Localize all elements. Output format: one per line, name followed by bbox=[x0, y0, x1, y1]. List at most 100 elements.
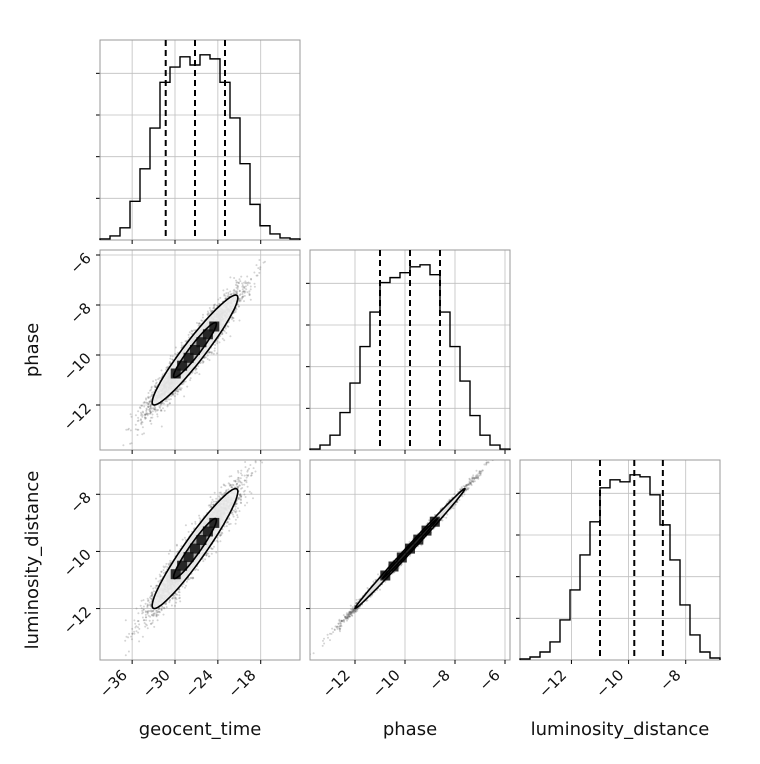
sample-point bbox=[222, 289, 224, 291]
sample-point bbox=[188, 334, 190, 336]
sample-point bbox=[181, 342, 183, 344]
sample-point bbox=[257, 267, 259, 269]
sample-point bbox=[137, 626, 139, 628]
sample-point bbox=[138, 640, 140, 642]
sample-point bbox=[150, 623, 152, 625]
sample-point bbox=[137, 434, 139, 436]
sample-point bbox=[236, 292, 238, 294]
sample-point bbox=[148, 392, 150, 394]
sample-point bbox=[169, 403, 171, 405]
sample-point bbox=[209, 309, 211, 311]
sample-point bbox=[166, 606, 168, 608]
sample-point bbox=[152, 380, 154, 382]
sample-point bbox=[140, 605, 142, 607]
sample-point bbox=[202, 314, 204, 316]
sample-point bbox=[196, 372, 198, 374]
sample-point bbox=[249, 282, 251, 284]
sample-point bbox=[219, 341, 221, 343]
sample-point bbox=[259, 266, 261, 268]
sample-point bbox=[142, 421, 144, 423]
sample-point bbox=[155, 409, 157, 411]
sample-point bbox=[244, 295, 246, 297]
sample-point bbox=[240, 276, 242, 278]
sample-point bbox=[235, 280, 237, 282]
sample-point bbox=[249, 294, 251, 296]
sample-point bbox=[222, 338, 224, 340]
sample-point bbox=[148, 403, 150, 405]
sample-point bbox=[247, 284, 249, 286]
sample-point bbox=[151, 392, 153, 394]
sample-point bbox=[202, 317, 204, 319]
sample-point bbox=[156, 382, 158, 384]
sample-point bbox=[235, 519, 237, 521]
sample-point bbox=[131, 628, 133, 630]
sample-point bbox=[218, 303, 220, 305]
sample-point bbox=[141, 433, 143, 435]
sample-point bbox=[216, 342, 218, 344]
sample-point bbox=[140, 412, 142, 414]
sample-point bbox=[191, 523, 193, 525]
sample-point bbox=[157, 378, 159, 380]
sample-point bbox=[205, 356, 207, 358]
sample-point bbox=[168, 399, 170, 401]
sample-point bbox=[245, 282, 247, 284]
sample-point bbox=[131, 416, 133, 418]
sample-point bbox=[146, 402, 148, 404]
sample-point bbox=[177, 391, 179, 393]
sample-point bbox=[250, 299, 252, 301]
sample-point bbox=[137, 429, 139, 431]
sample-point bbox=[239, 280, 241, 282]
sample-point bbox=[254, 283, 256, 285]
sample-point bbox=[145, 399, 147, 401]
sample-point bbox=[164, 410, 166, 412]
sample-point bbox=[250, 279, 252, 281]
sample-point bbox=[172, 393, 174, 395]
sample-point bbox=[198, 323, 200, 325]
sample-point bbox=[214, 344, 216, 346]
sample-point bbox=[250, 286, 252, 288]
sample-point bbox=[128, 428, 130, 430]
sample-point bbox=[151, 387, 153, 389]
sample-point bbox=[237, 288, 239, 290]
sample-point bbox=[143, 432, 145, 434]
sample-point bbox=[141, 416, 143, 418]
sample-point bbox=[244, 292, 246, 294]
sample-point bbox=[210, 351, 212, 353]
sample-point bbox=[117, 456, 119, 458]
sample-point bbox=[179, 387, 181, 389]
sample-point bbox=[243, 484, 245, 486]
sample-point bbox=[235, 311, 237, 313]
sample-point bbox=[248, 290, 250, 292]
sample-point bbox=[242, 284, 244, 286]
sample-point bbox=[144, 418, 146, 420]
sample-point bbox=[155, 578, 157, 580]
sample-point bbox=[130, 429, 132, 431]
sample-point bbox=[191, 333, 193, 335]
sample-point bbox=[148, 413, 150, 415]
sample-point bbox=[236, 308, 238, 310]
sample-point bbox=[246, 276, 248, 278]
sample-point bbox=[139, 407, 141, 409]
sample-point bbox=[231, 317, 233, 319]
sample-point bbox=[125, 429, 127, 431]
sample-point bbox=[237, 285, 239, 287]
sample-point bbox=[229, 291, 231, 293]
sample-point bbox=[149, 420, 151, 422]
sample-point bbox=[152, 620, 154, 622]
sample-point bbox=[185, 585, 187, 587]
sample-point bbox=[193, 329, 195, 331]
sample-point bbox=[213, 304, 215, 306]
sample-point bbox=[198, 373, 200, 375]
sample-point bbox=[122, 444, 124, 446]
sample-point bbox=[130, 413, 132, 415]
sample-point bbox=[219, 297, 221, 299]
sample-point bbox=[239, 290, 241, 292]
sample-point bbox=[175, 347, 177, 349]
sample-point bbox=[201, 320, 203, 322]
sample-point bbox=[258, 272, 260, 274]
sample-point bbox=[172, 355, 174, 357]
sample-point bbox=[142, 636, 144, 638]
sample-point bbox=[259, 268, 261, 270]
sample-point bbox=[242, 293, 244, 295]
